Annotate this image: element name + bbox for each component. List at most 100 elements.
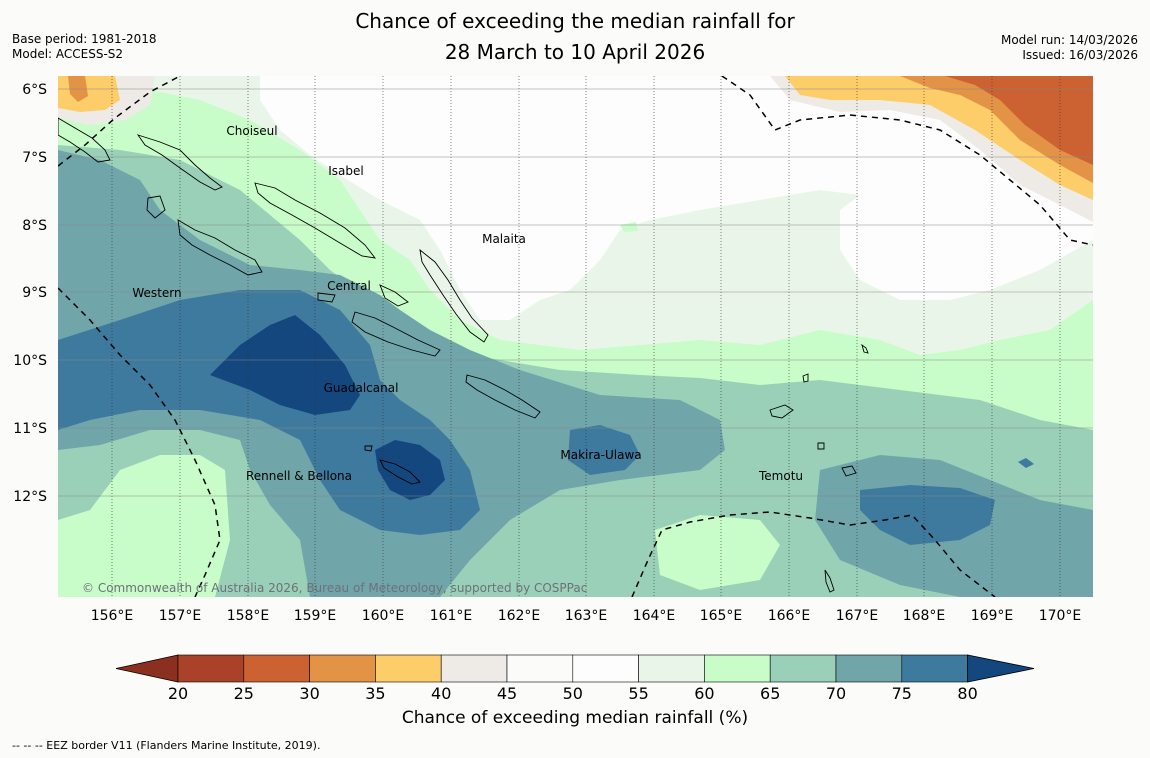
lon-tick-label: 169°E [971, 608, 1014, 624]
lon-tick-label: 157°E [159, 608, 202, 624]
contour-60-65-se [655, 515, 780, 590]
footer-note: -- -- -- EEZ border V11 (Flanders Marine… [12, 739, 321, 752]
colorbar-tick-label: 50 [563, 684, 583, 703]
place-label: Malaita [482, 232, 526, 246]
lat-tick-label: 11°S [13, 421, 47, 437]
island-guadalcanal [351, 311, 441, 357]
island-temotu-2 [841, 465, 857, 477]
colorbar-segment [704, 654, 771, 683]
lon-tick-label: 160°E [362, 608, 405, 624]
place-label: Central [327, 279, 371, 293]
colorbar-segment [769, 654, 837, 683]
lon-tick-label: 167°E [836, 608, 879, 624]
island-rennell [379, 459, 421, 485]
issued-date: Issued: 16/03/2026 [1022, 48, 1138, 62]
colorbar-segment [375, 654, 442, 683]
island-reef-1 [802, 373, 809, 383]
lon-tick-label: 158°E [227, 608, 270, 624]
lat-tick-label: 9°S [22, 285, 47, 301]
colorbar-tick-label: 70 [826, 684, 846, 703]
colorbar-segment [901, 654, 968, 683]
lon-tick-label: 161°E [430, 608, 473, 624]
eez-border-west [58, 287, 221, 597]
lon-labels: 156°E 157°E 158°E 159°E 160°E 161°E 162°E 163°E… [91, 608, 1082, 624]
colorbar-tick-label: 20 [168, 684, 188, 703]
eez-border-northwest [58, 76, 181, 167]
place-label: Guadalcanal [324, 381, 399, 395]
island-reef-2 [861, 343, 869, 354]
colorbar-segment [309, 654, 376, 683]
copyright: © Commonwealth of Australia 2026, Bureau… [82, 581, 587, 595]
colorbar-tick-label: 40 [431, 684, 451, 703]
model-name: Model: ACCESS-S2 [12, 47, 124, 61]
contour-over-80 [210, 315, 360, 415]
place-label: Choiseul [226, 124, 277, 138]
colorbar-tick-label: 80 [957, 684, 977, 703]
graticule [58, 76, 1093, 597]
contour-small-patch [620, 222, 638, 232]
contour-50-55 [260, 76, 1093, 320]
island-vella [146, 195, 166, 219]
island-nggela [317, 292, 336, 303]
colorbar-under-arrow [115, 654, 179, 683]
contour-fill [58, 76, 1093, 597]
colorbar-tick-label: 45 [497, 684, 517, 703]
colorbar-segment [243, 654, 310, 683]
island-russell [379, 284, 409, 307]
meta-left: Base period: 1981-2018 Model: ACCESS-S2 [12, 32, 157, 62]
place-label: Makira-Ulawa [560, 448, 641, 462]
islands [58, 117, 869, 593]
lon-tick-label: 170°E [1039, 608, 1082, 624]
contour-25-30-ne [945, 76, 1093, 165]
lat-tick-label: 12°S [13, 489, 47, 505]
lon-tick-label: 166°E [768, 608, 811, 624]
lon-tick-label: 156°E [91, 608, 134, 624]
map-title: Chance of exceeding the median rainfall … [0, 4, 1150, 66]
colorbar: 20 25 30 35 40 45 50 55 60 65 70 75 80 [115, 654, 1035, 703]
lon-tick-label: 163°E [565, 608, 608, 624]
title-line-2: 28 March to 10 April 2026 [444, 40, 706, 64]
island-malaita [419, 248, 489, 343]
colorbar-segment [835, 654, 903, 683]
colorbar-tick-label: 35 [365, 684, 385, 703]
colorbar-tick-label: 30 [299, 684, 319, 703]
island-temotu-3 [824, 569, 835, 593]
legend-title: Chance of exceeding median rainfall (%) [401, 708, 749, 728]
contour-75-80-east [860, 485, 995, 545]
island-bougainville [58, 117, 111, 163]
lat-tick-label: 7°S [22, 150, 47, 166]
place-label: Isabel [328, 164, 363, 178]
contour-60-65-sw [58, 455, 230, 597]
lon-tick-label: 164°E [633, 608, 676, 624]
island-bellona [364, 445, 373, 452]
meta-right: Model run: 14/03/2026 Issued: 16/03/2026 [1001, 33, 1138, 63]
model-run: Model run: 14/03/2026 [1000, 33, 1138, 47]
contour-over-80-south [375, 440, 445, 500]
colorbar-segment [177, 654, 245, 683]
colorbar-tick-label: 60 [694, 684, 714, 703]
title-line-1: Chance of exceeding the median rainfall … [355, 9, 795, 33]
eez-borders [58, 76, 1093, 597]
colorbar-segment [638, 654, 705, 683]
colorbar-segment [506, 654, 574, 683]
contour-70-75 [58, 150, 725, 597]
lon-tick-label: 162°E [498, 608, 541, 624]
lat-tick-label: 10°S [13, 353, 47, 369]
lat-labels: 6°S 7°S 8°S 9°S 10°S 11°S 12°S [13, 82, 47, 505]
colorbar-over-arrow [967, 654, 1035, 683]
colorbar-tick-label: 75 [892, 684, 912, 703]
contour-75-80 [58, 290, 480, 535]
lat-tick-label: 6°S [22, 82, 47, 98]
lon-tick-label: 159°E [294, 608, 337, 624]
island-santa-cruz [769, 404, 794, 419]
contour-75-80-small [1018, 458, 1034, 468]
base-period: Base period: 1981-2018 [12, 32, 157, 46]
place-label: Temotu [758, 469, 803, 483]
island-choiseul [136, 134, 223, 191]
colorbar-tick-label: 25 [234, 684, 254, 703]
island-isabel [254, 182, 377, 259]
contour-75-80-makira [568, 425, 640, 475]
colorbar-tick-label: 65 [760, 684, 780, 703]
island-makira [465, 374, 541, 419]
island-temotu-1 [817, 442, 825, 450]
